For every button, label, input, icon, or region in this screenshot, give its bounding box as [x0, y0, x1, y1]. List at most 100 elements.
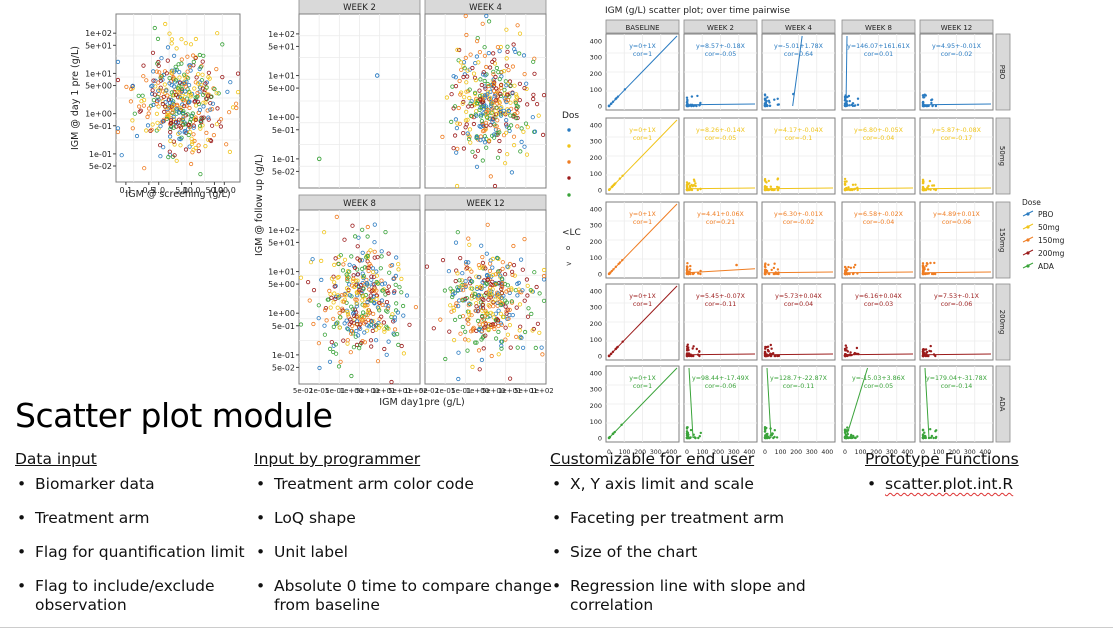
data-point — [509, 170, 514, 175]
data-point — [479, 284, 484, 289]
correlation-label: cor=0.21 — [706, 219, 735, 226]
data-point — [451, 74, 456, 79]
correlation-label: cor=-0.05 — [705, 51, 736, 58]
data-point — [345, 338, 350, 343]
data-point — [609, 352, 613, 356]
data-point — [194, 75, 199, 80]
data-point — [199, 82, 204, 87]
regression-line — [764, 271, 834, 274]
data-point — [374, 288, 379, 293]
regression-equation: y=4.41+0.06X — [697, 211, 744, 218]
data-point — [777, 186, 780, 189]
data-point — [493, 317, 498, 323]
data-point — [480, 255, 485, 260]
data-point — [495, 256, 500, 261]
x-tick-label: 5e-01 — [325, 387, 345, 395]
data-point — [353, 278, 358, 283]
data-point — [360, 298, 365, 303]
regression-line — [608, 35, 678, 107]
data-point — [218, 124, 223, 129]
y-tick-label: 1e+01 — [85, 69, 112, 78]
data-point — [776, 97, 779, 101]
data-point — [494, 281, 499, 286]
data-point — [128, 99, 133, 104]
data-point — [215, 106, 220, 111]
data-point — [510, 312, 515, 318]
data-point — [465, 348, 470, 353]
data-point — [506, 68, 511, 73]
facet-label: WEEK 8 — [865, 24, 892, 32]
column-data-input: Data input Biomarker data Treatment arm … — [15, 450, 250, 618]
data-point — [339, 293, 344, 298]
data-point — [843, 182, 847, 186]
data-point — [491, 69, 496, 74]
data-point — [851, 436, 855, 439]
data-point — [615, 97, 618, 100]
regression-equation: y=4.17+-0.04X — [774, 127, 824, 134]
x-tick-label: 5e+01 — [388, 387, 412, 395]
data-point — [497, 99, 502, 104]
regression-equation: y=0+1X — [629, 127, 656, 134]
facet-strip — [919, 19, 994, 34]
data-point — [763, 272, 767, 275]
column-prototype-functions: Prototype Functions scatter.plot.int.R — [865, 450, 1105, 509]
data-point — [115, 126, 121, 131]
data-point — [772, 272, 775, 276]
data-point — [466, 137, 472, 142]
data-point — [498, 311, 503, 316]
data-point — [690, 95, 694, 98]
data-point — [214, 122, 219, 127]
facet-strip — [995, 201, 1011, 279]
data-point — [515, 95, 520, 100]
data-point — [198, 172, 203, 177]
data-point — [922, 94, 925, 97]
data-point — [450, 294, 455, 300]
data-point — [387, 270, 392, 275]
data-point — [513, 49, 518, 55]
data-point — [379, 278, 384, 283]
data-point — [170, 110, 175, 115]
data-point — [372, 222, 377, 227]
data-point — [366, 308, 371, 313]
y-tick-label: 300 — [590, 222, 602, 230]
data-point — [178, 95, 183, 101]
data-point — [512, 273, 517, 278]
correlation-label: cor=0.06 — [942, 219, 971, 226]
data-point — [607, 436, 611, 440]
data-point — [616, 95, 620, 98]
data-point — [362, 321, 367, 326]
correlation-label: cor=-0.06 — [941, 301, 972, 308]
data-point — [695, 104, 698, 108]
data-point — [476, 274, 481, 280]
data-point — [148, 128, 153, 133]
data-point — [355, 244, 360, 249]
data-point — [322, 323, 327, 328]
data-point — [695, 347, 698, 351]
data-point — [186, 99, 191, 104]
data-point — [185, 69, 190, 74]
data-point — [169, 41, 174, 46]
x-tick-label: 400 — [743, 449, 755, 456]
data-point — [504, 118, 509, 123]
data-point — [461, 146, 466, 151]
data-point — [347, 322, 352, 327]
data-point — [767, 188, 771, 192]
data-point — [503, 130, 509, 135]
data-point — [171, 114, 176, 120]
data-point — [181, 110, 186, 116]
data-point — [216, 91, 221, 96]
data-point — [764, 428, 767, 432]
facet-strip — [761, 19, 836, 34]
data-point — [764, 98, 767, 102]
data-point — [386, 304, 391, 309]
y-tick-label: 5e-01 — [272, 322, 295, 331]
data-point — [150, 50, 156, 55]
data-point — [480, 318, 485, 323]
data-point — [925, 351, 928, 354]
data-point — [456, 58, 461, 63]
data-point — [777, 272, 780, 276]
x-tick-label: 200 — [790, 449, 802, 456]
data-point — [345, 309, 350, 315]
data-point — [522, 298, 527, 303]
data-point — [623, 88, 627, 91]
